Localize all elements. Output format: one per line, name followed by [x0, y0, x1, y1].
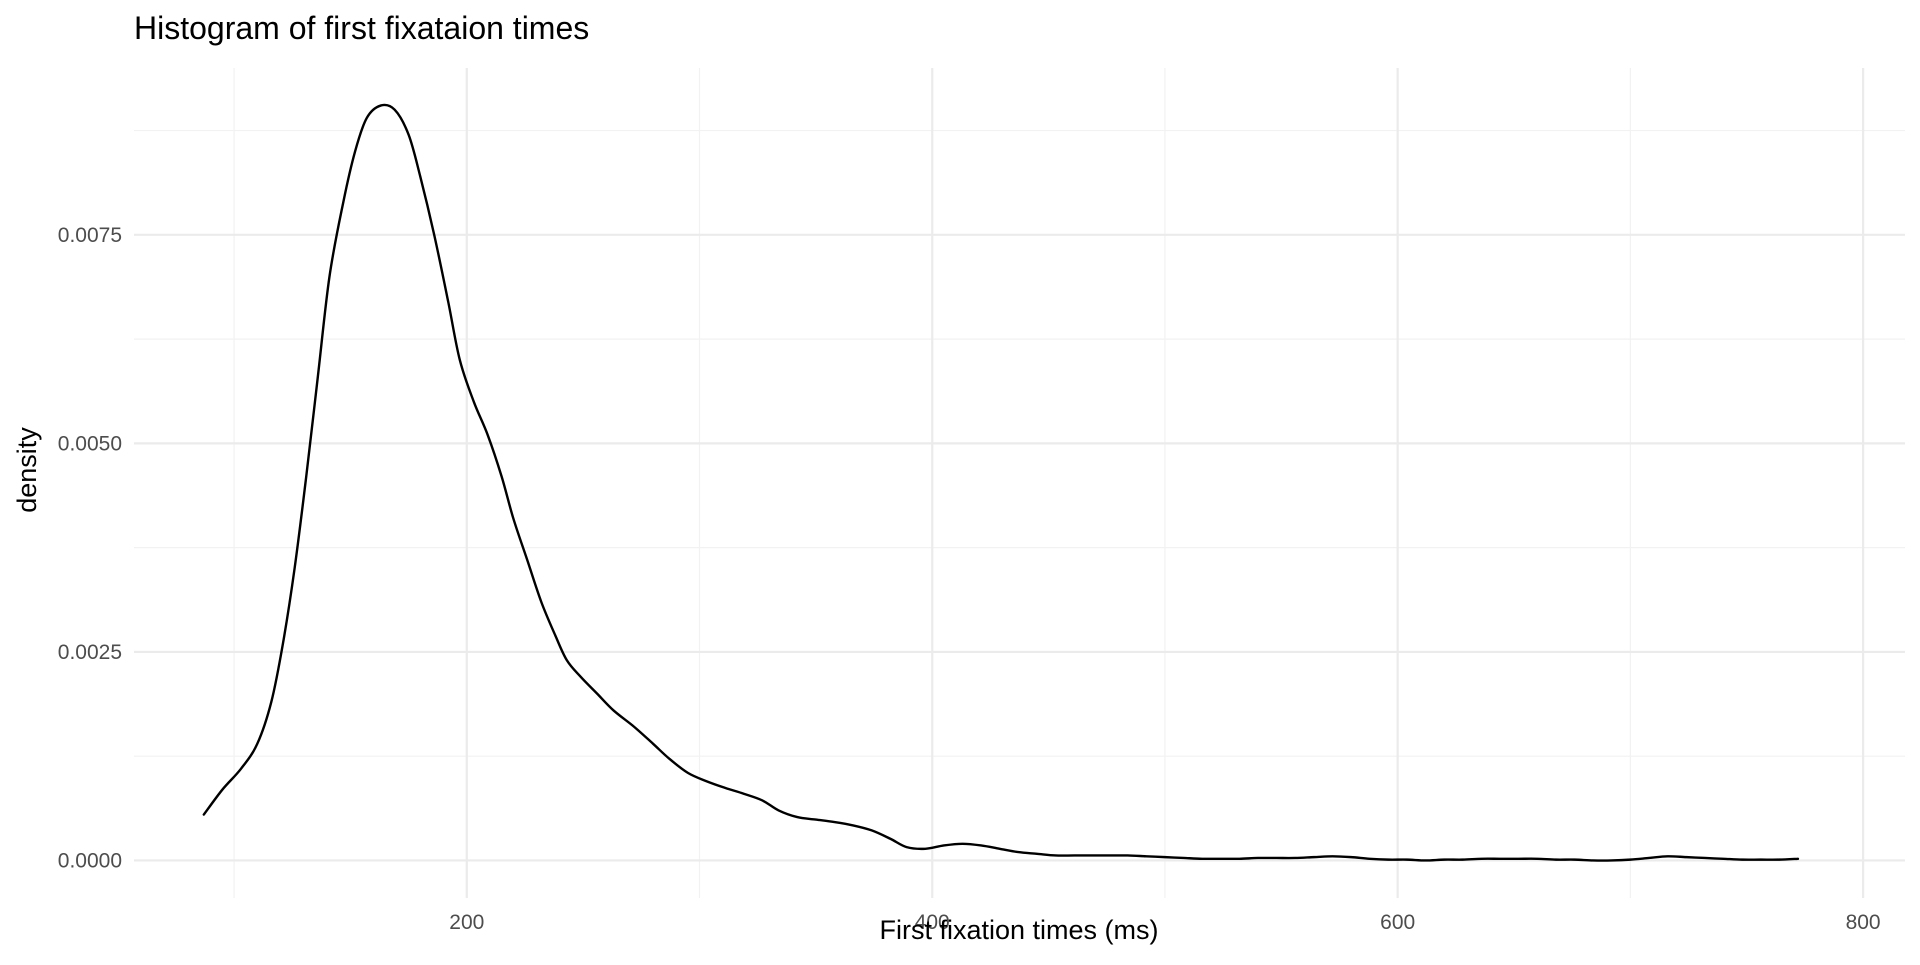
tick-labels: 200 400 600 800 0.0000 0.0025 0.0050 0.0075	[58, 224, 1881, 934]
y-tick-label: 0.0000	[58, 849, 122, 872]
series-layer	[202, 103, 1800, 862]
chart-title: Histogram of first fixataion times	[134, 10, 589, 46]
x-tick-label: 400	[915, 911, 950, 934]
y-tick-label: 0.0025	[58, 641, 122, 664]
major-gridlines	[134, 68, 1905, 898]
minor-gridlines	[134, 68, 1905, 898]
y-axis-title: density	[12, 427, 42, 513]
x-tick-label: 800	[1846, 911, 1881, 934]
y-tick-label: 0.0050	[58, 432, 122, 455]
density-curve	[202, 103, 1800, 862]
x-tick-label: 200	[449, 911, 484, 934]
x-axis-title: First fixation times (ms)	[879, 915, 1158, 945]
x-tick-label: 600	[1380, 911, 1415, 934]
y-tick-label: 0.0075	[58, 224, 122, 247]
